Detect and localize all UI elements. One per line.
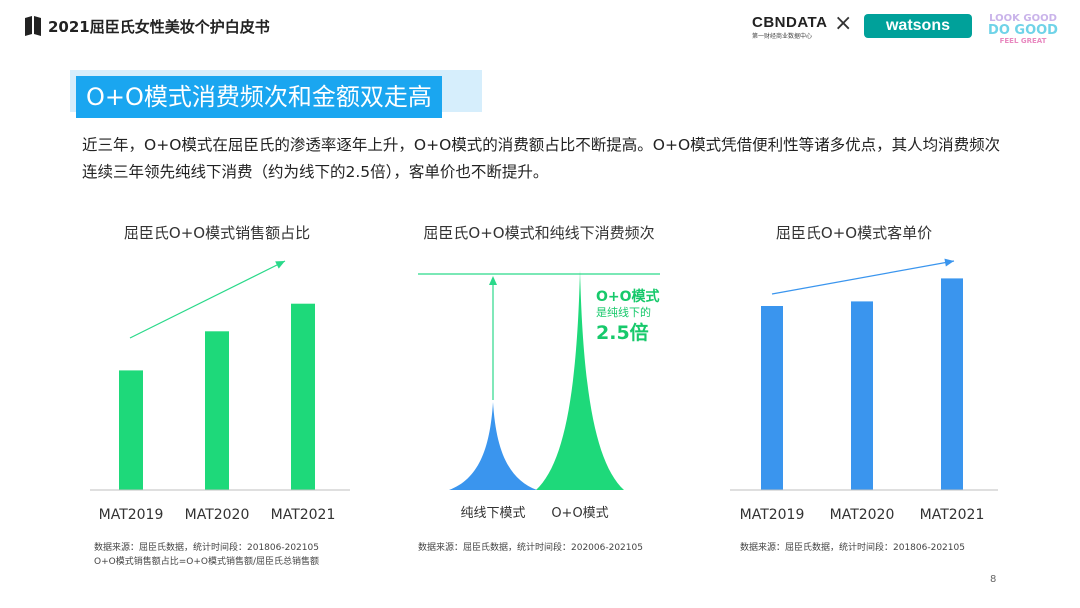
trend-arrow-line <box>771 260 955 295</box>
trend-arrow-line <box>129 260 286 339</box>
x-tick-label: MAT2019 <box>740 507 805 523</box>
chart1-title: 屈臣氏O+O模式销售额占比 <box>123 224 311 242</box>
bar-mat2019 <box>761 306 783 490</box>
spike-oplus <box>536 270 624 490</box>
svg-text:FEEL GREAT: FEEL GREAT <box>1000 37 1047 44</box>
x-tick-label: MAT2020 <box>185 507 250 523</box>
x-tick-label: MAT2021 <box>271 507 336 523</box>
chart3-unit-price: MAT2019 MAT2020 MAT2021 <box>730 258 998 523</box>
cbndata-logo: CBNDATA <box>752 14 828 31</box>
annotation-line2: 是纯线下的 <box>596 305 651 319</box>
page-number: 8 <box>990 574 997 585</box>
trend-arrow-icon <box>944 258 954 267</box>
bar-mat2019 <box>119 370 143 490</box>
x-tick-label: MAT2020 <box>830 507 895 523</box>
look-good-logo: LOOK GOOD DO GOOD FEEL GREAT <box>988 13 1058 44</box>
chart1-source-1: 数据来源：屈臣氏数据，统计时间段：201806-202105 <box>94 543 319 553</box>
summary-text: 近三年，O+O模式在屈臣氏的渗透率逐年上升，O+O模式的消费额占比不断提高。O+… <box>82 136 1001 181</box>
book-icon <box>25 16 41 36</box>
cbndata-logo-subtitle: 第一财经商业数据中心 <box>752 33 813 40</box>
chart3-source-1: 数据来源：屈臣氏数据，统计时间段：201806-202105 <box>740 543 965 553</box>
annotation-line3: 2.5倍 <box>596 321 649 344</box>
watsons-logo: watsons <box>864 14 972 38</box>
bar-mat2021 <box>941 278 963 490</box>
trend-arrow-icon <box>275 261 285 269</box>
report-title: 2021屈臣氏女性美妆个护白皮书 <box>48 18 270 36</box>
bar-mat2020 <box>851 301 873 490</box>
chart1-source-2: O+O模式销售额占比=O+O模式销售额/屈臣氏总销售额 <box>94 557 319 567</box>
gap-arrow-icon <box>489 276 497 285</box>
chart3-title: 屈臣氏O+O模式客单价 <box>775 224 933 242</box>
bar-mat2020 <box>205 331 229 490</box>
x-tick-label: MAT2019 <box>99 507 164 523</box>
chart2-title: 屈臣氏O+O模式和纯线下消费频次 <box>423 224 655 242</box>
spike-offline <box>449 402 537 490</box>
partnership-x-icon: × <box>834 11 853 36</box>
x-tick-label: 纯线下模式 <box>460 506 525 521</box>
bar-mat2021 <box>291 303 315 490</box>
svg-text:DO GOOD: DO GOOD <box>988 23 1058 38</box>
annotation-line1: O+O模式 <box>596 288 660 305</box>
svg-text:LOOK GOOD: LOOK GOOD <box>989 13 1057 24</box>
x-tick-label: O+O模式 <box>551 506 608 521</box>
x-tick-label: MAT2021 <box>920 507 985 523</box>
chart1-sales-share: MAT2019 MAT2020 MAT2021 <box>90 260 350 523</box>
chart2-source-1: 数据来源：屈臣氏数据，统计时间段：202006-202105 <box>418 543 643 553</box>
page-title: O+O模式消费频次和金额双走高 <box>76 76 442 118</box>
